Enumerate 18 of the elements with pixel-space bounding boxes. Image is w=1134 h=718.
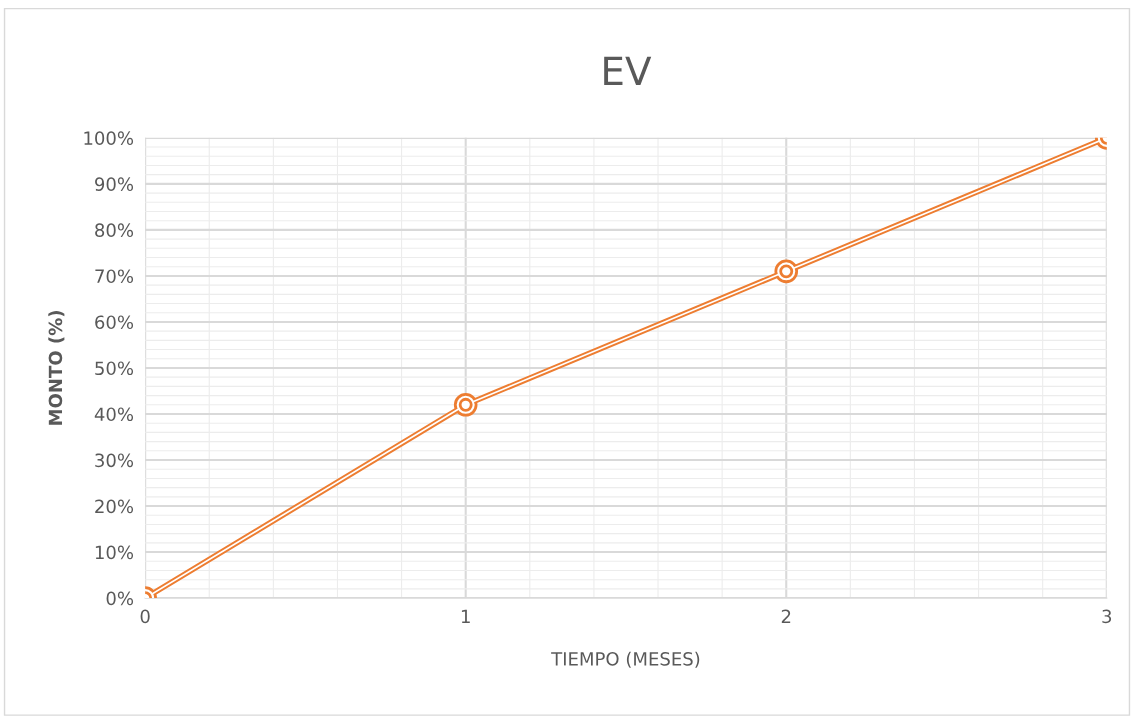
y-tick-label: 100% xyxy=(84,131,134,145)
y-tick-label: 80% xyxy=(95,223,134,238)
x-tick-label: 0 xyxy=(140,609,150,624)
x-tick-label: 2 xyxy=(781,609,791,623)
x-tick-label: 3 xyxy=(1102,609,1112,624)
y-tick-label: 20% xyxy=(95,499,134,514)
x-axis-title: TIEMPO (MESES) xyxy=(551,651,700,668)
y-tick-label: 30% xyxy=(95,453,134,468)
chart-title: EV xyxy=(604,56,652,86)
y-tick-label: 50% xyxy=(95,361,134,376)
y-axis-title: MONTO (%) xyxy=(48,311,65,425)
y-tick-label: 60% xyxy=(95,315,134,330)
y-tick-label: 90% xyxy=(95,177,134,191)
y-tick-label: 40% xyxy=(94,407,134,422)
x-tick-label: 1 xyxy=(461,609,470,623)
y-tick-label: 70% xyxy=(95,269,134,284)
y-tick-label: 10% xyxy=(95,545,134,560)
y-tick-label: 0% xyxy=(106,591,134,606)
